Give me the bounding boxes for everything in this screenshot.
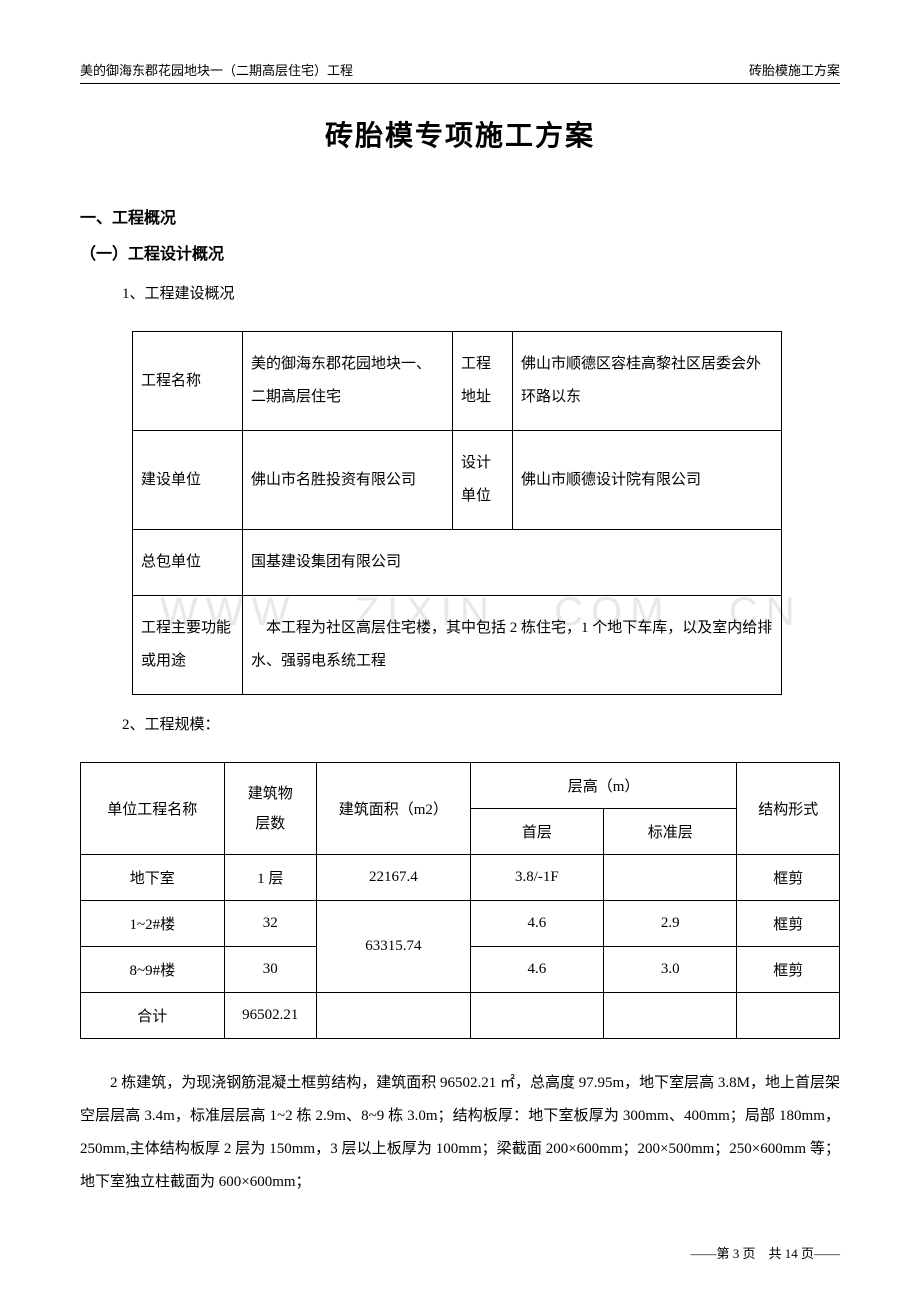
table-header-row: 单位工程名称 建筑物层数 建筑面积（m2） 层高（m） 结构形式 <box>81 763 840 809</box>
cell: 8~9#楼 <box>81 947 225 993</box>
cell-label: 工程名称 <box>133 332 243 431</box>
page-header: 美的御海东郡花园地块一（二期高层住宅）工程 砖胎模施工方案 <box>80 60 840 84</box>
col-header: 结构形式 <box>737 763 840 855</box>
cell-label: 设计单位 <box>453 431 513 530</box>
cell: 22167.4 <box>316 855 470 901</box>
section-1-heading: 一、工程概况 <box>80 204 840 228</box>
cell: 32 <box>224 901 316 947</box>
cell: 合计 <box>81 993 225 1039</box>
cell-label: 建设单位 <box>133 431 243 530</box>
table-row: 工程主要功能或用途 本工程为社区高层住宅楼，其中包括 2 栋住宅，1 个地下车库… <box>133 596 782 695</box>
cell-label: 总包单位 <box>133 530 243 596</box>
project-scale-table: 单位工程名称 建筑物层数 建筑面积（m2） 层高（m） 结构形式 首层 标准层 … <box>80 762 840 1039</box>
item-1: 1、工程建设概况 <box>122 282 840 303</box>
subsection-1-1: （一）工程设计概况 <box>80 240 840 264</box>
col-header: 首层 <box>470 809 603 855</box>
table-row: 工程名称 美的御海东郡花园地块一、二期高层住宅 工程地址 佛山市顺德区容桂高黎社… <box>133 332 782 431</box>
cell-value: 本工程为社区高层住宅楼，其中包括 2 栋住宅，1 个地下车库，以及室内给排水、强… <box>243 596 782 695</box>
cell <box>604 993 737 1039</box>
cell: 2.9 <box>604 901 737 947</box>
cell <box>470 993 603 1039</box>
cell: 框剪 <box>737 901 840 947</box>
cell-value: 国基建设集团有限公司 <box>243 530 782 596</box>
col-header: 单位工程名称 <box>81 763 225 855</box>
col-header: 标准层 <box>604 809 737 855</box>
col-header: 层高（m） <box>470 763 737 809</box>
project-info-table: 工程名称 美的御海东郡花园地块一、二期高层住宅 工程地址 佛山市顺德区容桂高黎社… <box>132 331 782 695</box>
cell-label: 工程地址 <box>453 332 513 431</box>
cell: 96502.21 <box>224 993 316 1039</box>
cell: 3.0 <box>604 947 737 993</box>
cell-value: 佛山市名胜投资有限公司 <box>243 431 453 530</box>
table-row: 总包单位 国基建设集团有限公司 <box>133 530 782 596</box>
table-row: 地下室 1 层 22167.4 3.8/-1F 框剪 <box>81 855 840 901</box>
cell: 3.8/-1F <box>470 855 603 901</box>
cell-value: 佛山市顺德设计院有限公司 <box>513 431 782 530</box>
cell-value: 佛山市顺德区容桂高黎社区居委会外环路以东 <box>513 332 782 431</box>
col-header: 建筑面积（m2） <box>316 763 470 855</box>
header-left: 美的御海东郡花园地块一（二期高层住宅）工程 <box>80 60 353 79</box>
cell-value: 美的御海东郡花园地块一、二期高层住宅 <box>243 332 453 431</box>
header-right: 砖胎模施工方案 <box>749 60 840 79</box>
table-row: 合计 96502.21 <box>81 993 840 1039</box>
cell: 63315.74 <box>316 901 470 993</box>
cell: 框剪 <box>737 855 840 901</box>
document-title: 砖胎模专项施工方案 <box>80 114 840 154</box>
table-row: 1~2#楼 32 63315.74 4.6 2.9 框剪 <box>81 901 840 947</box>
cell: 1~2#楼 <box>81 901 225 947</box>
cell: 4.6 <box>470 947 603 993</box>
cell: 30 <box>224 947 316 993</box>
cell <box>316 993 470 1039</box>
cell: 框剪 <box>737 947 840 993</box>
cell-label: 工程主要功能或用途 <box>133 596 243 695</box>
page-footer: ——第 3 页 共 14 页—— <box>690 1243 840 1262</box>
cell <box>737 993 840 1039</box>
table-row: 建设单位 佛山市名胜投资有限公司 设计单位 佛山市顺德设计院有限公司 <box>133 431 782 530</box>
cell: 地下室 <box>81 855 225 901</box>
item-2: 2、工程规模： <box>122 713 840 734</box>
cell <box>604 855 737 901</box>
body-paragraph: 2 栋建筑，为现浇钢筋混凝土框剪结构，建筑面积 96502.21 ㎡，总高度 9… <box>80 1067 840 1199</box>
cell: 1 层 <box>224 855 316 901</box>
col-header: 建筑物层数 <box>224 763 316 855</box>
cell: 4.6 <box>470 901 603 947</box>
